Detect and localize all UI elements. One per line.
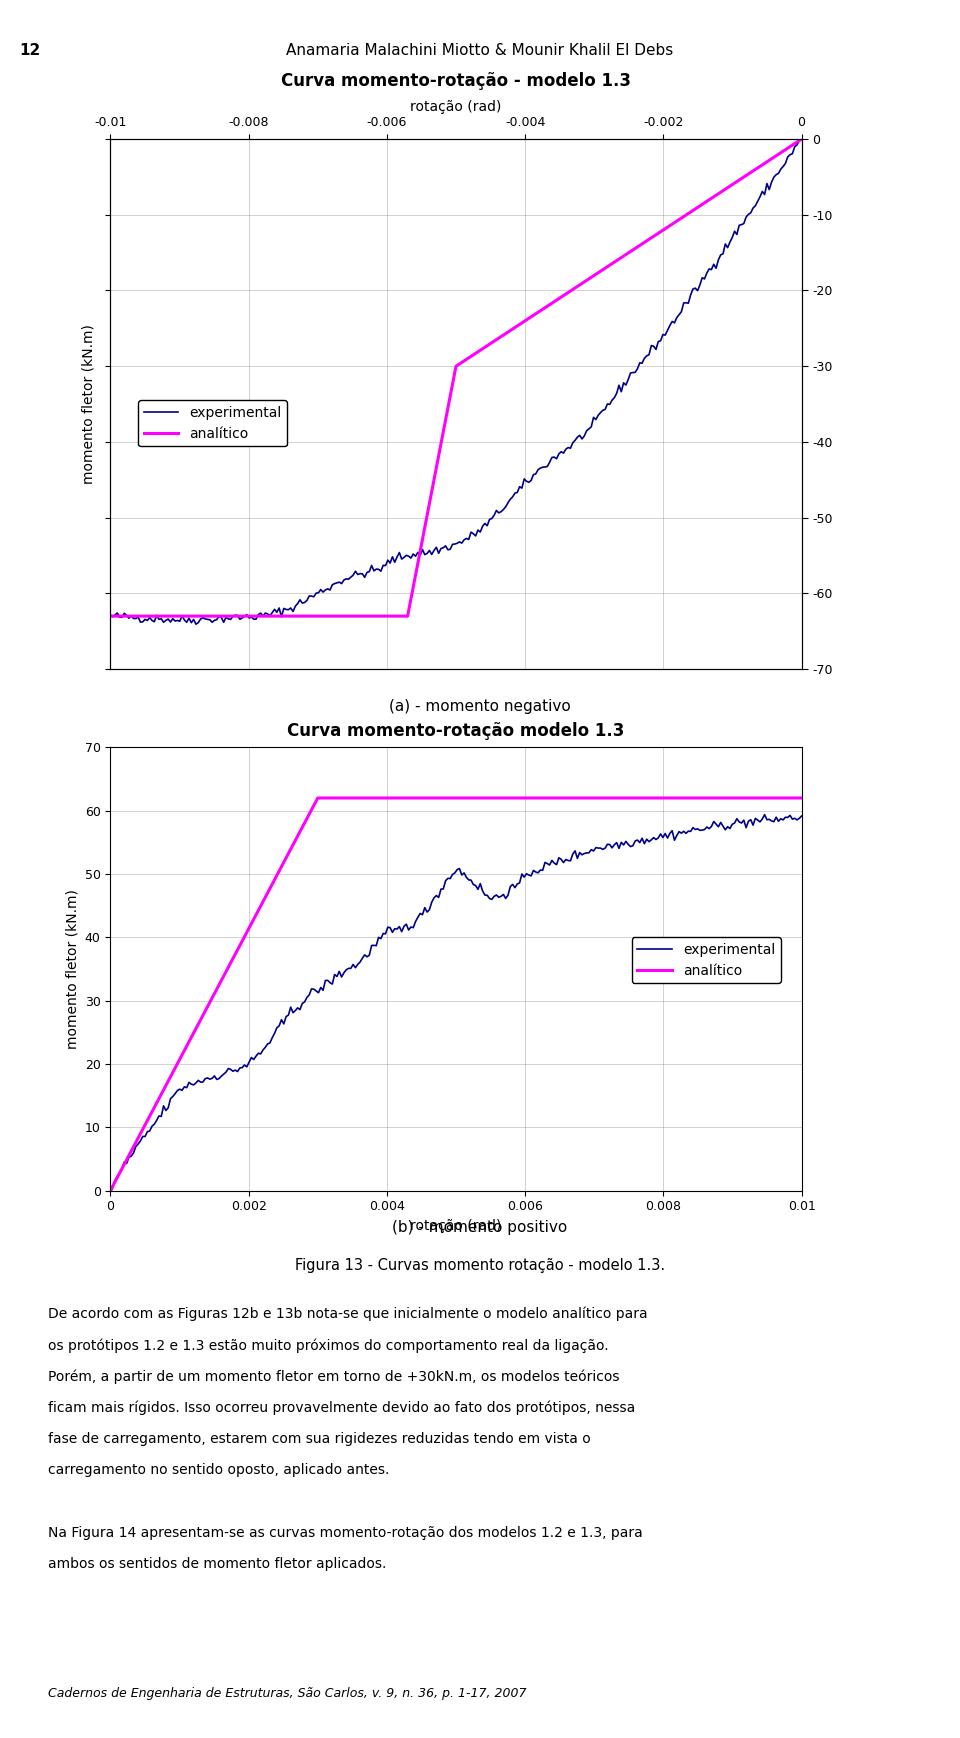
Line: analítico: analítico: [110, 139, 802, 617]
experimental: [796, 127, 807, 148]
experimental: [758, 805, 770, 826]
analítico: [796, 787, 807, 808]
experimental: [518, 469, 530, 490]
Text: Cadernos de Engenharia de Estruturas, São Carlos, v. 9, n. 36, p. 1-17, 2007: Cadernos de Engenharia de Estruturas, Sã…: [48, 1688, 526, 1700]
Text: Anamaria Malachini Miotto & Mounir Khalil El Debs: Anamaria Malachini Miotto & Mounir Khali…: [286, 43, 674, 59]
Text: Porém, a partir de um momento fletor em torno de +30kN.m, os modelos teóricos: Porém, a partir de um momento fletor em …: [48, 1370, 619, 1383]
Text: os protótipos 1.2 e 1.3 estão muito próximos do comportamento real da ligação.: os protótipos 1.2 e 1.3 estão muito próx…: [48, 1338, 609, 1352]
Text: (b) - momento positivo: (b) - momento positivo: [393, 1220, 567, 1236]
X-axis label: rotação (rad): rotação (rad): [410, 1218, 502, 1232]
Text: Na Figura 14 apresentam-se as curvas momento-rotação dos modelos 1.2 e 1.3, para: Na Figura 14 apresentam-se as curvas mom…: [48, 1526, 643, 1540]
analítico: [333, 787, 345, 808]
X-axis label: rotação (rad): rotação (rad): [410, 99, 502, 113]
Y-axis label: momento fletor (kN.m): momento fletor (kN.m): [82, 325, 95, 483]
experimental: [689, 278, 701, 299]
Title: Curva momento-rotação - modelo 1.3: Curva momento-rotação - modelo 1.3: [281, 73, 631, 90]
experimental: [796, 806, 807, 827]
Text: ficam mais rígidos. Isso ocorreu provavelmente devido ao fato dos protótipos, ne: ficam mais rígidos. Isso ocorreu provave…: [48, 1401, 636, 1415]
Y-axis label: momento fletor (kN.m): momento fletor (kN.m): [65, 890, 79, 1048]
experimental: [105, 1182, 116, 1203]
experimental: [733, 216, 745, 236]
Legend: experimental, analítico: experimental, analítico: [632, 937, 780, 984]
Text: 12: 12: [19, 43, 40, 59]
experimental: [516, 478, 528, 499]
Legend: experimental, analítico: experimental, analítico: [138, 400, 287, 447]
Title: Curva momento-rotação modelo 1.3: Curva momento-rotação modelo 1.3: [287, 723, 625, 740]
analítico: [105, 607, 116, 627]
experimental: [732, 808, 743, 829]
experimental: [107, 607, 118, 627]
Line: experimental: experimental: [110, 137, 802, 624]
Text: (a) - momento negativo: (a) - momento negativo: [389, 699, 571, 714]
analítico: [402, 607, 414, 627]
Text: fase de carregamento, estarem com sua rigidezes reduzidas tendo em vista o: fase de carregamento, estarem com sua ri…: [48, 1432, 590, 1446]
experimental: [514, 872, 525, 893]
experimental: [528, 860, 540, 881]
Line: experimental: experimental: [110, 815, 802, 1192]
experimental: [687, 817, 699, 838]
analítico: [796, 129, 807, 149]
Text: ambos os sentidos de momento fletor aplicados.: ambos os sentidos de momento fletor apli…: [48, 1557, 386, 1571]
analítico: [450, 356, 462, 377]
experimental: [530, 464, 541, 485]
experimental: [516, 864, 528, 885]
analítico: [105, 1180, 116, 1201]
experimental: [107, 1177, 118, 1197]
experimental: [190, 614, 202, 634]
Text: Figura 13 - Curvas momento rotação - modelo 1.3.: Figura 13 - Curvas momento rotação - mod…: [295, 1258, 665, 1274]
Text: De acordo com as Figuras 12b e 13b nota-se que inicialmente o modelo analítico p: De acordo com as Figuras 12b e 13b nota-…: [48, 1307, 648, 1321]
Line: analítico: analítico: [110, 798, 802, 1191]
Text: carregamento no sentido oposto, aplicado antes.: carregamento no sentido oposto, aplicado…: [48, 1463, 390, 1477]
analítico: [312, 787, 324, 808]
experimental: [105, 605, 116, 626]
